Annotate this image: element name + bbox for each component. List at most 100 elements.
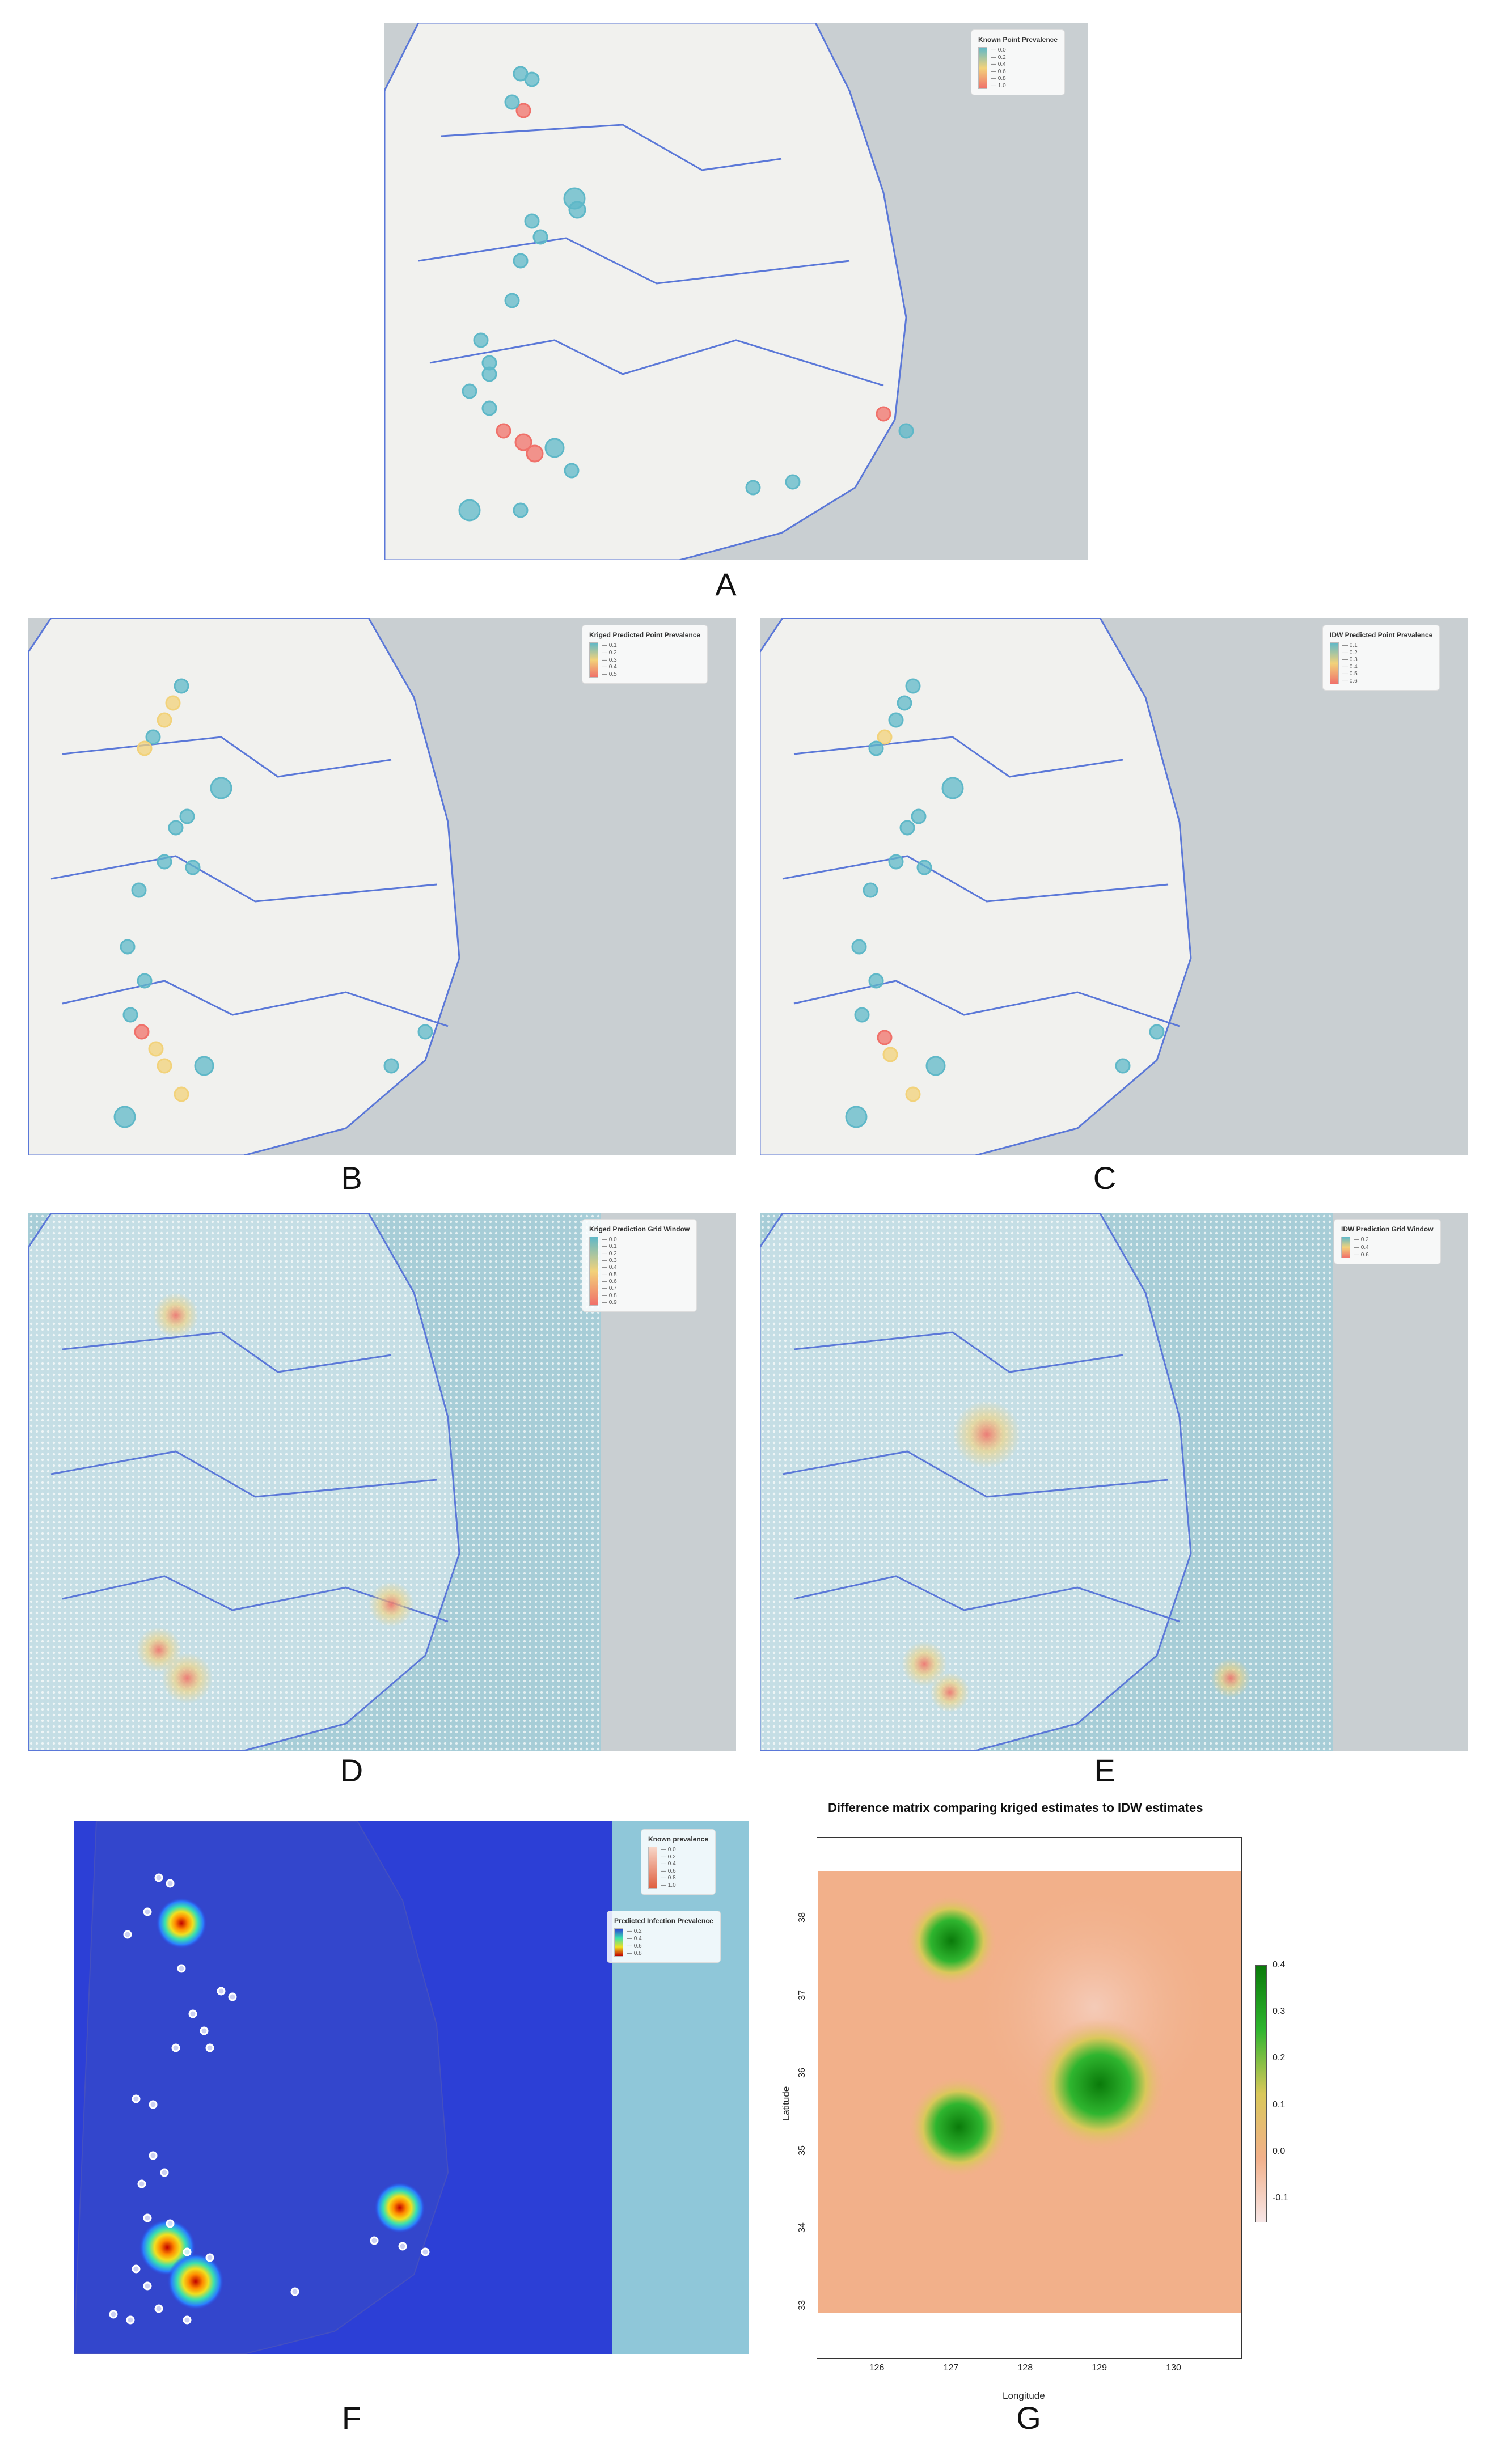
- prevalence-point: [863, 882, 878, 898]
- legend-c-tick: — 0.1: [1342, 642, 1358, 649]
- prevalence-point: [157, 854, 172, 870]
- legend-d: Kriged Prediction Grid Window — 0.0— 0.1…: [582, 1219, 697, 1312]
- prevalence-point: [1115, 1058, 1131, 1074]
- legend-e: IDW Prediction Grid Window — 0.2— 0.4— 0…: [1334, 1219, 1441, 1264]
- colorbar-tick-label: 0.0: [1273, 2146, 1286, 2156]
- prevalence-point: [217, 1987, 226, 1996]
- prevalence-point: [174, 678, 189, 694]
- prevalence-point: [877, 1030, 893, 1045]
- prevalence-point: [205, 2253, 214, 2262]
- prevalence-point: [149, 2151, 158, 2160]
- legend-a-tick: — 0.0: [991, 47, 1006, 53]
- prevalence-point: [370, 2236, 379, 2245]
- legend-b-title: Kriged Predicted Point Prevalence: [589, 631, 701, 639]
- prevalence-point: [854, 1007, 870, 1023]
- prevalence-point: [123, 1930, 132, 1939]
- peninsula-a: [384, 23, 907, 560]
- y-tick-label: 35: [797, 2145, 807, 2156]
- legend-f-predicted: Predicted Infection Prevalence — 0.2 — 0.…: [607, 1911, 721, 1963]
- legend-a: Known Point Prevalence — 0.0— 0.2— 0.4— …: [971, 29, 1066, 95]
- legend-d-tick: — 0.5: [602, 1271, 617, 1278]
- legend-d-tick: — 0.0: [602, 1237, 617, 1243]
- panel-label-f: F: [341, 2400, 362, 2436]
- legend-b-tick: — 0.5: [602, 671, 617, 678]
- legend-e-tick: — 0.6: [1354, 1252, 1369, 1258]
- panel-label-e: E: [1094, 1752, 1115, 1788]
- prevalence-point: [916, 860, 932, 875]
- difference-hotspot: [905, 1895, 997, 1987]
- difference-hotspot: [907, 2076, 1010, 2178]
- legend-d-tick: — 0.7: [602, 1285, 617, 1292]
- map-panel-c: [760, 618, 1468, 1155]
- legend-b-tick: — 0.1: [602, 642, 617, 649]
- prevalence-point: [157, 1058, 172, 1074]
- prevalence-point: [143, 2213, 152, 2222]
- x-tick-label: 129: [1092, 2363, 1107, 2373]
- legend-f-known-tick: — 0.8: [661, 1875, 676, 1882]
- legend-f-known: Known prevalence — 0.0— 0.2— 0.4— 0.6— 0…: [641, 1829, 716, 1895]
- prevalence-point: [165, 695, 181, 711]
- colorbar-tick-label: -0.1: [1273, 2192, 1288, 2203]
- prevalence-point: [113, 1106, 136, 1128]
- prevalence-point: [524, 213, 540, 229]
- prevalence-point: [532, 229, 548, 245]
- prevalence-point: [568, 201, 586, 219]
- prevalence-point: [513, 253, 529, 269]
- prevalence-point: [290, 2287, 299, 2296]
- prevalence-point: [417, 1024, 433, 1040]
- prevalence-point: [174, 1086, 189, 1102]
- colorbar-tick-label: 0.2: [1273, 2053, 1286, 2063]
- legend-a-tick: — 0.4: [991, 61, 1006, 68]
- prevalence-point: [109, 2310, 118, 2319]
- legend-d-tick: — 0.2: [602, 1250, 617, 1257]
- legend-f-known-tick: — 1.0: [661, 1882, 676, 1889]
- prevalence-point: [882, 1047, 898, 1062]
- prevalence-point: [157, 712, 172, 728]
- prevalence-point: [941, 777, 964, 799]
- prevalence-point: [888, 854, 904, 870]
- prevalence-point: [888, 712, 904, 728]
- legend-c-tick: — 0.4: [1342, 663, 1358, 670]
- x-tick-label: 127: [943, 2363, 959, 2373]
- prevalence-point: [183, 2315, 192, 2325]
- prevalence-point: [145, 729, 161, 745]
- prevalence-point: [131, 882, 147, 898]
- y-tick-label: 37: [797, 1990, 807, 2000]
- prevalence-point: [899, 820, 915, 836]
- map-c-svg: [760, 618, 1468, 1155]
- prevalence-point: [134, 1024, 150, 1040]
- legend-f-known-tick: — 0.6: [661, 1868, 676, 1874]
- legend-f-predicted-tick: — 0.2: [627, 1928, 642, 1934]
- legend-e-title: IDW Prediction Grid Window: [1341, 1225, 1434, 1233]
- prevalence-point: [1149, 1024, 1165, 1040]
- y-tick-label: 33: [797, 2300, 807, 2311]
- prevalence-point: [183, 2247, 192, 2256]
- prevalence-point: [897, 695, 912, 711]
- legend-c: IDW Predicted Point Prevalence — 0.1— 0.…: [1322, 625, 1440, 691]
- legend-e-tick: — 0.2: [1354, 1237, 1369, 1243]
- prevalence-point: [481, 366, 497, 382]
- heatmap-g-svg: [817, 1837, 1242, 2359]
- prevalence-point: [905, 1086, 921, 1102]
- prevalence-point: [785, 474, 801, 490]
- prevalence-point: [383, 1058, 399, 1074]
- prevalence-point: [504, 293, 520, 308]
- prevalence-point: [137, 740, 153, 756]
- prevalence-point: [228, 1992, 237, 2001]
- legend-a-tick: — 1.0: [991, 82, 1006, 89]
- panel-label-g: G: [1016, 2400, 1041, 2436]
- prevalence-point: [868, 740, 884, 756]
- legend-d-tick: — 0.8: [602, 1292, 617, 1299]
- legend-c-tick: — 0.2: [1342, 649, 1358, 656]
- legend-d-tick: — 0.4: [602, 1264, 617, 1271]
- y-tick-label: 34: [797, 2222, 807, 2233]
- y-tick-label: 38: [797, 1912, 807, 1923]
- prevalence-point: [154, 2304, 163, 2313]
- legend-a-tick: — 0.6: [991, 68, 1006, 75]
- map-b-svg: [28, 618, 736, 1155]
- prevalence-point: [845, 1106, 868, 1128]
- prevalence-point: [458, 499, 481, 522]
- y-tick-label: 36: [797, 2067, 807, 2078]
- x-tick-label: 126: [869, 2363, 885, 2373]
- prevalence-point: [137, 2179, 146, 2188]
